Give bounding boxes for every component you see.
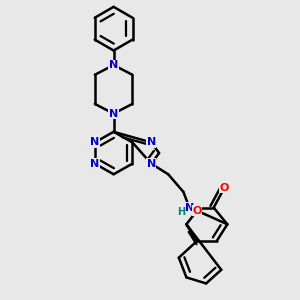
Text: N: N <box>185 202 194 213</box>
Text: N: N <box>147 137 156 147</box>
Text: H: H <box>177 207 185 217</box>
Text: N: N <box>90 137 99 147</box>
Text: O: O <box>220 183 229 193</box>
Text: N: N <box>109 109 118 118</box>
Text: N: N <box>90 159 99 169</box>
Text: N: N <box>147 159 156 169</box>
Text: N: N <box>109 60 118 70</box>
Text: O: O <box>192 206 202 216</box>
